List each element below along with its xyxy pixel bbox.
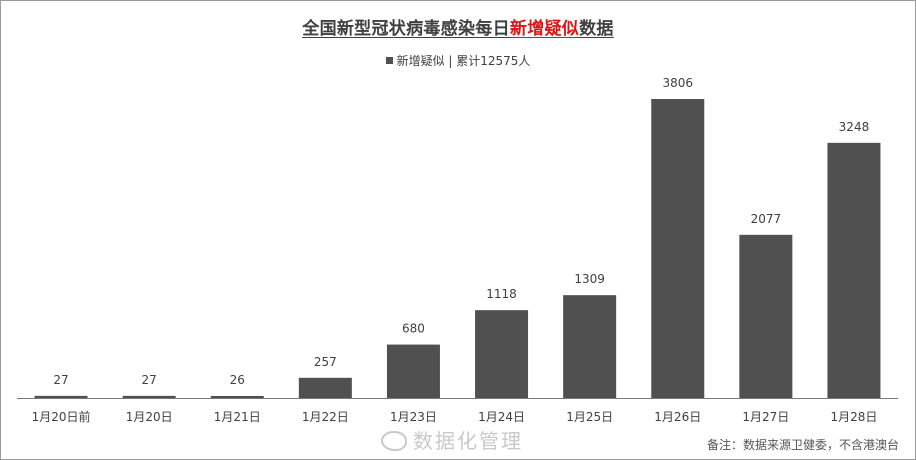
bar bbox=[827, 142, 881, 398]
bar bbox=[475, 310, 529, 398]
chart-title: 全国新型冠状病毒感染每日新增疑似数据 bbox=[1, 14, 915, 39]
data-label: 257 bbox=[314, 355, 337, 369]
chart-legend: 新增疑似 | 累计12575人 bbox=[1, 52, 915, 69]
data-label: 1309 bbox=[574, 272, 605, 286]
data-label: 3248 bbox=[839, 120, 870, 134]
source-note: 备注：数据来源卫健委，不含港澳台 bbox=[706, 438, 899, 452]
bar bbox=[210, 395, 264, 398]
weibo-icon bbox=[381, 431, 407, 451]
x-tick-label: 1月24日 bbox=[478, 410, 525, 424]
title-part-2: 数据 bbox=[579, 19, 614, 39]
x-tick-label: 1月27日 bbox=[742, 410, 789, 424]
watermark-text: 数据化管理 bbox=[413, 429, 523, 453]
data-label: 680 bbox=[402, 322, 425, 336]
bar bbox=[122, 395, 176, 398]
x-tick-label: 1月21日 bbox=[214, 410, 261, 424]
x-tick-label: 1月20日 bbox=[126, 410, 173, 424]
x-tick-label: 1月23日 bbox=[390, 410, 437, 424]
x-tick-label: 1月22日 bbox=[302, 410, 349, 424]
title-part-1: 全国新型冠状病毒感染每日 bbox=[302, 19, 510, 39]
bar bbox=[739, 234, 793, 398]
watermark: 数据化管理 bbox=[381, 425, 523, 454]
bar bbox=[298, 377, 352, 398]
bar bbox=[34, 395, 88, 398]
legend-label: 新增疑似 | 累计12575人 bbox=[396, 54, 531, 68]
x-tick-label: 1月28日 bbox=[830, 410, 877, 424]
bar bbox=[651, 99, 705, 398]
data-label: 3806 bbox=[662, 76, 693, 90]
title-highlight: 新增疑似 bbox=[509, 19, 580, 39]
data-label: 1118 bbox=[486, 287, 517, 301]
data-label: 26 bbox=[230, 373, 245, 387]
x-tick-label: 1月26日 bbox=[654, 410, 701, 424]
data-label: 2077 bbox=[751, 212, 782, 226]
bar bbox=[386, 344, 440, 398]
data-label: 27 bbox=[142, 373, 157, 387]
data-label: 27 bbox=[53, 373, 68, 387]
bar bbox=[563, 295, 617, 398]
x-tick-label: 1月25日 bbox=[566, 410, 613, 424]
legend-swatch bbox=[385, 57, 393, 64]
x-tick-label: 1月20日前 bbox=[32, 409, 91, 424]
